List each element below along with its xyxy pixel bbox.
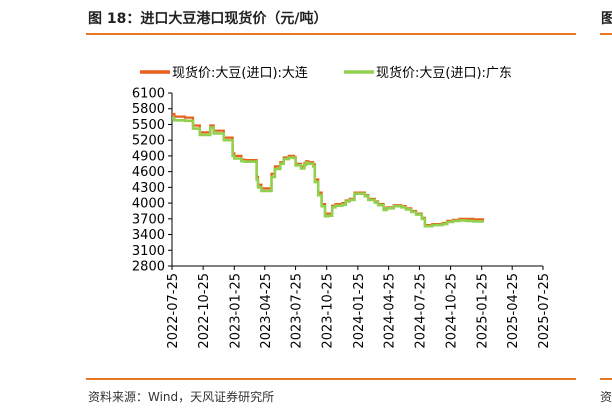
x-tick-label: 2023-01-25 (228, 273, 243, 349)
series-layer (172, 112, 485, 228)
legend-label: 现货价:大豆(进口):大连 (172, 65, 308, 81)
x-tick-label: 2024-10-25 (445, 273, 460, 349)
legend-label: 现货价:大豆(进口):广东 (376, 65, 512, 81)
bottom-rule (86, 378, 576, 380)
y-tick-label: 3100 (132, 244, 165, 259)
x-tick-label: 2022-10-25 (197, 273, 212, 349)
y-tick-label: 4600 (132, 165, 165, 180)
figure-title: 图 18：进口大豆港口现货价（元/吨） (88, 11, 328, 27)
legend-item-dalian: 现货价:大豆(进口):大连 (140, 65, 308, 81)
y-tick-label: 5200 (132, 134, 165, 149)
y-tick-label: 3400 (132, 228, 165, 243)
source-note: 资料来源：Wind，天风证券研究所 (88, 390, 275, 404)
legend: 现货价:大豆(进口):大连 现货价:大豆(进口):广东 (140, 65, 512, 81)
y-tick-label: 3700 (132, 212, 165, 227)
x-tick-label: 2022-07-25 (166, 273, 181, 349)
x-tick-label: 2023-04-25 (259, 273, 274, 349)
next-figure-bottom-rule (600, 378, 612, 380)
y-tick-label: 4900 (132, 149, 165, 164)
x-tick-label: 2024-07-25 (413, 273, 428, 349)
next-figure-title-clip: 图 (601, 11, 612, 27)
series-line-guangdong (172, 116, 485, 228)
y-tick-label: 5500 (132, 118, 165, 133)
legend-item-guangdong: 现货价:大豆(进口):广东 (344, 65, 512, 81)
next-figure-top-rule (600, 33, 612, 35)
x-tick-label: 2024-01-25 (352, 273, 367, 349)
y-axis: 6100580055005200490046004300400037003400… (132, 87, 173, 275)
y-tick-label: 4000 (132, 197, 165, 212)
x-axis: 2022-07-25 2022-10-25 2023-01-25 2023-04-25… (166, 265, 552, 349)
y-tick-label: 2800 (132, 260, 165, 275)
x-tick-label: 2024-04-25 (383, 273, 398, 349)
y-tick-label: 5800 (132, 102, 165, 117)
x-tick-label: 2023-07-25 (290, 273, 305, 349)
series-line-dalian (172, 112, 485, 227)
y-tick-label: 4300 (132, 181, 165, 196)
x-tick-label: 2025-01-25 (476, 273, 491, 349)
next-figure-source-clip: 资 (600, 390, 612, 404)
x-tick-label: 2023-10-25 (321, 273, 336, 349)
y-tick-label: 6100 (132, 87, 165, 102)
top-rule (86, 33, 576, 35)
x-tick-label: 2025-04-25 (506, 273, 521, 349)
x-tick-label: 2025-07-25 (537, 273, 552, 349)
